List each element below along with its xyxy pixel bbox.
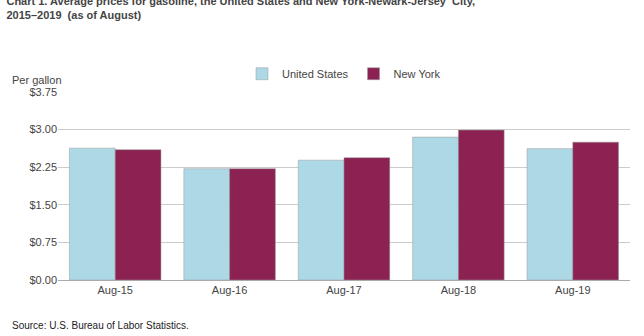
svg-text:Aug-16: Aug-16 (212, 284, 247, 296)
svg-text:$1.50: $1.50 (29, 199, 57, 211)
svg-text:$2.25: $2.25 (29, 161, 57, 173)
svg-text:$3.75: $3.75 (29, 86, 57, 98)
svg-text:United States: United States (282, 68, 349, 80)
svg-text:$3.00: $3.00 (29, 123, 57, 135)
svg-text:$0.75: $0.75 (29, 236, 57, 248)
svg-text:Aug-15: Aug-15 (97, 284, 132, 296)
svg-text:Source: U.S. Bureau of Labor S: Source: U.S. Bureau of Labor Statistics. (12, 320, 189, 331)
svg-text:Aug-18: Aug-18 (441, 284, 476, 296)
svg-text:$0.00: $0.00 (29, 274, 57, 286)
svg-text:Aug-17: Aug-17 (326, 284, 361, 296)
svg-text:Chart 1. Average prices for ga: Chart 1. Average prices for gasoline, th… (6, 0, 475, 21)
svg-text:New York: New York (394, 68, 441, 80)
svg-text:Per gallon: Per gallon (12, 74, 62, 86)
svg-text:Aug-19: Aug-19 (555, 284, 590, 296)
